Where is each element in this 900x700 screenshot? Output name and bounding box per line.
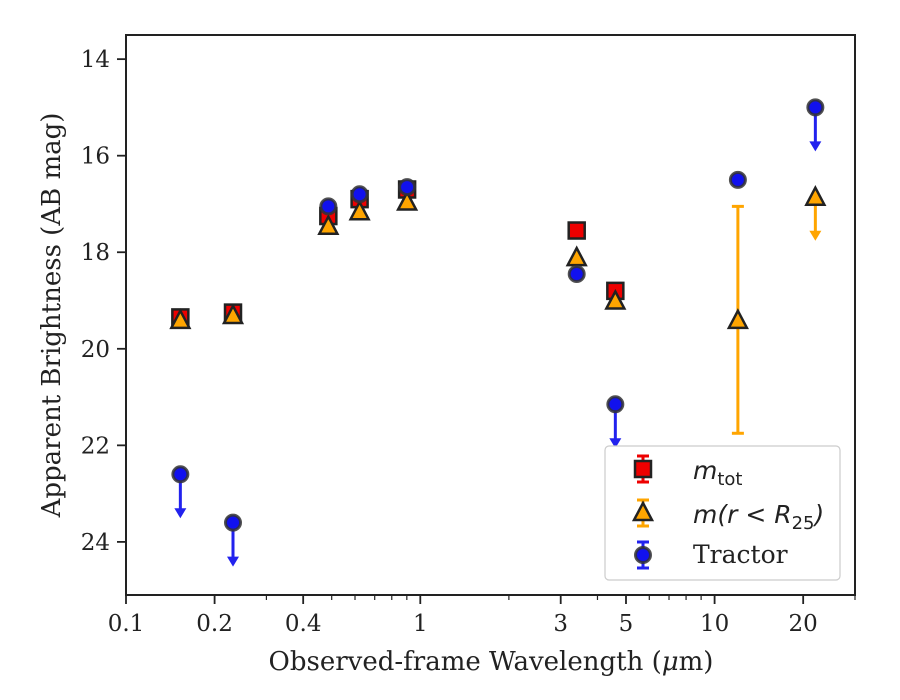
y-tick-label: 18 (81, 240, 110, 266)
data-point-m-r25 (348, 199, 371, 221)
x-tick-label: 20 (789, 611, 818, 637)
legend-item-m-tot: mtot (633, 454, 743, 490)
legend-item-tractor: Tractor (634, 540, 788, 570)
data-point-tractor (567, 264, 586, 283)
legend: mtot m(r < R25) Tractor (604, 445, 841, 581)
data-point-tractor (606, 395, 625, 414)
legend-label-m-tot: mtot (693, 456, 743, 490)
legend-marker-circle (634, 546, 652, 564)
data-point-tractor (171, 465, 190, 484)
y-tick-label: 14 (81, 47, 110, 73)
legend-box (604, 445, 841, 581)
data-point-m-r25-upper-limit-arrow (809, 230, 822, 241)
x-tick-label: 10 (700, 611, 729, 637)
data-point-m-r25 (169, 308, 192, 330)
data-point-tractor (319, 197, 338, 216)
data-point-m-r25 (221, 303, 245, 325)
legend-label-tractor: Tractor (693, 540, 788, 569)
axes-frame (125, 34, 856, 596)
data-point-tractor-upper-limit-arrow (174, 508, 187, 519)
data-point-tractor (350, 185, 369, 204)
x-tick-label: 0.2 (196, 611, 233, 637)
data-point-tractor-upper-limit-arrow (809, 141, 822, 152)
legend-item-m-r25: m(r < R25) (631, 498, 824, 534)
data-point-tractor (728, 170, 747, 189)
data-point-tractor (224, 513, 243, 532)
data-point-m-r25 (396, 189, 419, 211)
data-point-tractor (806, 98, 825, 117)
x-tick-label: 0.1 (108, 611, 145, 637)
data-point-tractor-upper-limit-arrow (227, 556, 240, 567)
x-tick-label: 1 (413, 611, 428, 637)
data-point-m-r25 (726, 308, 749, 330)
data-point-m-tot (567, 221, 586, 240)
legend-marker-triangle (631, 500, 655, 522)
plot-area (169, 98, 827, 567)
data-point-m-r25 (804, 185, 827, 206)
y-tick-label: 16 (81, 144, 110, 170)
x-tick-label: 5 (619, 611, 634, 637)
y-tick-label: 20 (81, 337, 110, 363)
x-tick-label: 3 (553, 611, 568, 637)
y-tick-label: 22 (81, 433, 110, 459)
x-tick-label: 0.4 (285, 611, 322, 637)
y-tick-label: 24 (81, 530, 110, 556)
axes: 0.1 0.2 0.4 1 3 5 10 20 14 16 18 20 22 24 (81, 34, 856, 637)
data-point-m-r25 (317, 214, 340, 235)
data-point-m-r25 (604, 288, 627, 310)
x-axis-label: Observed-frame Wavelength (μm) (269, 647, 714, 677)
data-point-tractor (398, 178, 417, 197)
y-axis-label: Apparent Brightness (AB mag) (37, 113, 67, 519)
data-point-tractor-upper-limit-arrow (609, 438, 622, 449)
legend-marker-square (633, 459, 653, 479)
legend-label-m-r25: m(r < R25) (693, 500, 824, 534)
